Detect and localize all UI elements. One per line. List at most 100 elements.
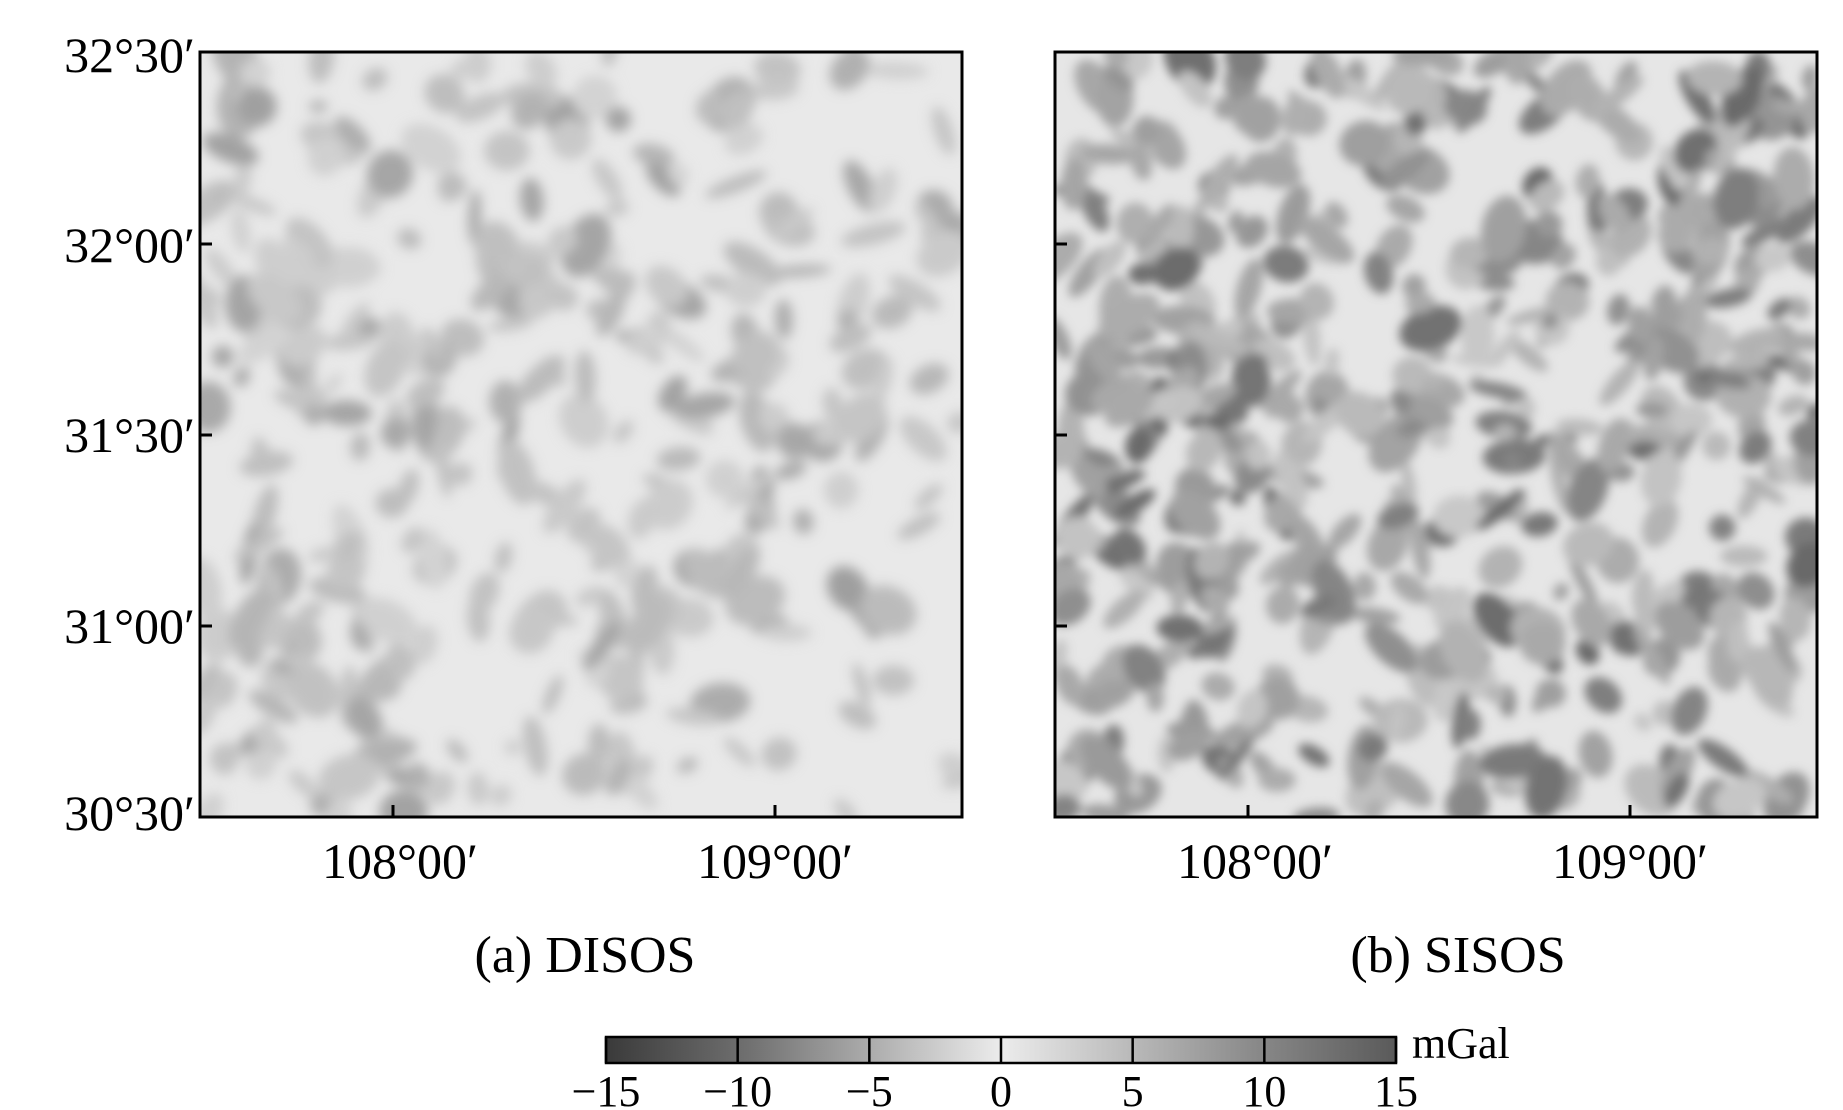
anomaly-blob (1742, 476, 1786, 504)
anomaly-blob (941, 772, 962, 789)
colorbar-tick-label: −5 (846, 1067, 893, 1110)
anomaly-blob (633, 755, 654, 781)
anomaly-blob (676, 757, 698, 774)
colorbar-ticks (604, 1037, 1398, 1063)
anomaly-blob (1386, 194, 1425, 223)
anomaly-blob (793, 509, 814, 535)
colorbar-tick-label: −10 (703, 1067, 772, 1110)
anomaly-blob (719, 547, 760, 601)
anomaly-blob (1789, 241, 1817, 277)
anomaly-blob (1739, 430, 1772, 464)
anomaly-blob (1566, 458, 1610, 522)
anomaly-blob (1775, 196, 1817, 244)
anomaly-blob (1298, 743, 1330, 768)
anomaly-blob (470, 273, 511, 311)
anomaly-blob (863, 61, 929, 80)
anomaly-blob (1485, 684, 1507, 704)
anomaly-blob (1678, 70, 1716, 125)
anomaly-blob (559, 393, 609, 448)
anomaly-blob (1686, 60, 1743, 96)
anomaly-blob (447, 462, 473, 486)
anomaly-blob (1055, 316, 1072, 360)
anomaly-blob (484, 130, 530, 171)
anomaly-blob (1055, 588, 1091, 626)
anomaly-blob (239, 58, 271, 88)
anomaly-blob (1744, 770, 1794, 804)
anomaly-blob (829, 52, 870, 90)
anomaly-blob (1186, 429, 1223, 472)
anomaly-blob (1768, 621, 1796, 673)
x-tick-label-a-109: 109°00′ (697, 833, 853, 889)
anomaly-blob (307, 136, 345, 177)
anomaly-blob (1163, 52, 1217, 90)
caption-panel-a: (a) DISOS (475, 927, 696, 984)
anomaly-blob (1489, 329, 1520, 369)
y-tick-label: 31°30′ (64, 407, 195, 463)
anomaly-blob (915, 200, 943, 237)
anomaly-blob (1201, 672, 1235, 701)
anomaly-blob (1328, 513, 1362, 550)
anomaly-blob (1227, 210, 1244, 233)
anomaly-blob (1325, 201, 1348, 229)
anomaly-blob (1509, 338, 1549, 372)
anomaly-blob (1777, 395, 1809, 416)
anomaly-blob (308, 546, 336, 563)
anomaly-blob (1142, 203, 1175, 250)
anomaly-blob (1194, 542, 1230, 580)
anomaly-blob (572, 75, 618, 119)
anomaly-blob (1381, 149, 1431, 188)
anomaly-blob (1421, 373, 1445, 391)
anomaly-blob (1545, 282, 1590, 321)
anomaly-blob (1098, 293, 1160, 340)
anomaly-blob (1399, 305, 1463, 352)
anomaly-blob (1201, 584, 1229, 617)
anomaly-blob (647, 311, 671, 334)
x-axis-labels: 108°00′ 109°00′ 108°00′ 109°00′ (322, 833, 1708, 889)
anomaly-blob (1070, 455, 1107, 499)
anomaly-blob (724, 124, 764, 156)
anomaly-blob (1633, 713, 1652, 732)
anomaly-blob (1353, 572, 1377, 601)
anomaly-blob (1779, 597, 1811, 641)
anomaly-blob (252, 718, 277, 746)
anomaly-blob (406, 378, 445, 408)
anomaly-blob (723, 736, 756, 768)
anomaly-blob (1170, 580, 1189, 616)
anomaly-blob (1598, 194, 1632, 234)
anomaly-blob (211, 345, 234, 368)
anomaly-blob (642, 473, 667, 487)
anomaly-blob (758, 402, 790, 433)
anomaly-blob (567, 507, 601, 542)
y-axis-labels: 32°30′ 32°00′ 31°30′ 31°00′ 30°30′ (64, 27, 195, 841)
anomaly-blob (1479, 744, 1547, 779)
anomaly-blob (308, 100, 328, 113)
anomaly-blob (1607, 294, 1630, 326)
anomaly-blob (1299, 282, 1334, 320)
anomaly-blob (837, 309, 857, 331)
anomaly-blob (322, 400, 372, 426)
anomaly-blob (1357, 733, 1388, 762)
anomaly-blob (352, 657, 395, 711)
anomaly-blob (511, 92, 548, 130)
anomaly-blob (469, 572, 500, 613)
anomaly-blob (750, 79, 800, 101)
anomaly-blob (1153, 247, 1201, 291)
anomaly-blob (437, 172, 467, 201)
anomaly-blob (1535, 210, 1563, 238)
anomaly-blob (1203, 413, 1233, 430)
anomaly-blob (450, 59, 479, 80)
anomaly-blob (1093, 240, 1127, 278)
anomaly-blob (525, 52, 557, 89)
anomaly-blob (269, 659, 294, 676)
anomaly-blob (773, 208, 814, 239)
anomaly-blob (916, 230, 962, 277)
anomaly-blob (546, 283, 579, 311)
panel-captions: (a) DISOS (b) SISOS (475, 927, 1566, 984)
anomaly-blob (1229, 489, 1246, 506)
anomaly-blob (1055, 432, 1083, 469)
y-tick-label: 31°00′ (64, 598, 195, 654)
anomaly-blob (1132, 115, 1160, 146)
anomaly-blob (1124, 426, 1154, 464)
anomaly-blob (1263, 245, 1309, 283)
anomaly-blob (1392, 52, 1456, 67)
